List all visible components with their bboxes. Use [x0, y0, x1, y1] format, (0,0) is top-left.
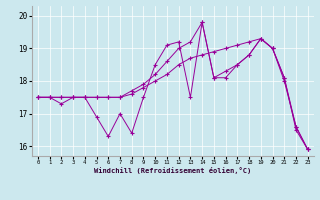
X-axis label: Windchill (Refroidissement éolien,°C): Windchill (Refroidissement éolien,°C)	[94, 167, 252, 174]
